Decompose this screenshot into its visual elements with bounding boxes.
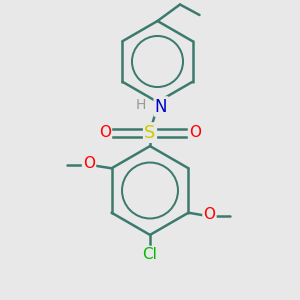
Text: N: N <box>155 98 167 116</box>
Text: O: O <box>203 207 215 222</box>
Text: O: O <box>83 156 95 171</box>
Text: Cl: Cl <box>142 247 158 262</box>
Text: S: S <box>144 124 156 142</box>
Text: H: H <box>136 98 146 112</box>
Text: O: O <box>189 125 201 140</box>
Text: O: O <box>99 125 111 140</box>
